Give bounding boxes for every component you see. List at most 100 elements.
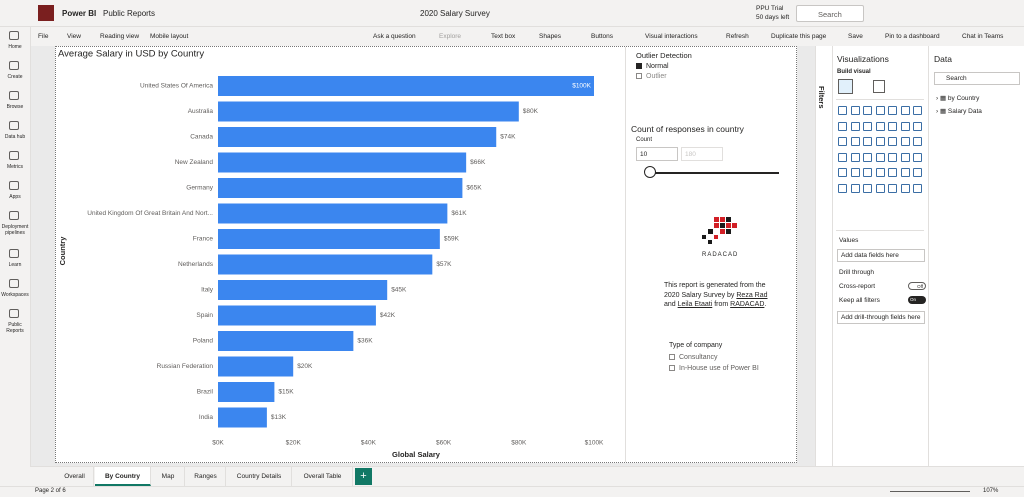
visual-icon[interactable] [900, 106, 910, 115]
nav-label[interactable]: Workspaces [1, 292, 29, 298]
visual-icon[interactable] [875, 137, 885, 146]
slicer-item[interactable]: In-House use of Power BI [669, 365, 759, 372]
visual-icon[interactable] [838, 152, 847, 162]
toolbar-button[interactable]: Save [848, 33, 863, 40]
data-search-placeholder[interactable]: Search [946, 75, 967, 82]
nav-icon[interactable] [9, 181, 19, 190]
visual-icon[interactable] [900, 183, 910, 193]
visual-icon[interactable] [863, 183, 872, 193]
visual-icon[interactable] [888, 121, 897, 131]
filters-label[interactable]: Filters [817, 86, 826, 109]
min-input[interactable] [636, 147, 678, 161]
nav-label[interactable]: Create [7, 74, 23, 80]
visual-icon[interactable] [913, 152, 922, 162]
nav-icon[interactable] [9, 31, 19, 40]
visual-icon[interactable] [863, 106, 872, 115]
visual-icon[interactable] [850, 121, 860, 131]
toggle[interactable]: Off [908, 282, 926, 290]
visual-icon[interactable] [863, 152, 872, 162]
visual-icon[interactable] [850, 137, 860, 146]
workspace-name[interactable]: Public Reports [103, 9, 156, 18]
visual-icon[interactable] [913, 121, 922, 131]
visual-icon[interactable] [875, 183, 885, 193]
visual-icon[interactable] [900, 121, 910, 131]
toggle[interactable]: On [908, 296, 926, 304]
toolbar-button[interactable]: Pin to a dashboard [885, 33, 940, 40]
nav-label[interactable]: Apps [9, 194, 21, 200]
max-input[interactable] [681, 147, 723, 161]
author-link[interactable]: Leila Etaati [677, 301, 713, 308]
visual-icon[interactable] [900, 137, 910, 146]
visual-icon[interactable] [875, 152, 885, 162]
visual-icon[interactable] [875, 121, 885, 131]
bar[interactable] [218, 382, 275, 402]
data-search[interactable] [934, 72, 1020, 85]
nav-icon[interactable] [9, 91, 19, 100]
bar[interactable] [218, 305, 376, 326]
bar[interactable] [218, 152, 467, 173]
menu-item[interactable]: File [38, 33, 49, 40]
visual-icon[interactable] [838, 137, 847, 146]
nav-icon[interactable] [9, 61, 19, 70]
nav-icon[interactable] [9, 249, 19, 258]
visual-icon[interactable] [888, 137, 897, 146]
nav-label[interactable]: Data hub [4, 134, 26, 140]
bar[interactable] [218, 127, 497, 147]
bar[interactable] [218, 229, 440, 249]
bar[interactable] [218, 331, 354, 351]
report-name[interactable]: 2020 Salary Survey [420, 9, 490, 18]
nav-icon[interactable] [9, 121, 19, 130]
nav-icon[interactable] [9, 279, 19, 288]
build-visual-button[interactable] [838, 79, 853, 94]
toolbar-button[interactable]: Explore [439, 33, 462, 40]
toolbar-button[interactable]: Shapes [539, 33, 562, 40]
visual-icon[interactable] [850, 152, 860, 162]
page-tab[interactable]: Overall Table [293, 467, 353, 486]
slicer-item[interactable]: Outlier [636, 73, 667, 80]
visual-icon[interactable] [863, 121, 872, 131]
bar[interactable] [218, 407, 267, 428]
visual-icon[interactable] [913, 168, 922, 177]
visual-icon[interactable] [863, 137, 872, 146]
nav-icon[interactable] [9, 309, 19, 318]
visual-icon[interactable] [913, 137, 922, 146]
visual-icon[interactable] [913, 106, 922, 115]
bar[interactable] [218, 101, 519, 122]
toolbar-button[interactable]: Ask a question [373, 33, 416, 40]
menu-item[interactable]: View [67, 33, 81, 40]
author-link[interactable]: Reza Rad [736, 291, 768, 299]
visual-icon[interactable] [838, 168, 847, 177]
nav-label[interactable]: Metrics [6, 164, 24, 170]
app-logo[interactable] [38, 5, 54, 21]
toolbar-button[interactable]: Chat in Teams [962, 33, 1004, 40]
site-link[interactable]: RADACAD [730, 301, 765, 308]
filters-pane[interactable] [815, 46, 833, 466]
drop-zone[interactable] [837, 311, 925, 324]
toolbar-button[interactable]: Refresh [726, 33, 749, 40]
zoom-slider[interactable] [890, 491, 970, 492]
search-box[interactable] [796, 5, 864, 22]
visual-icon[interactable] [875, 106, 885, 115]
toolbar-button[interactable]: Buttons [591, 33, 614, 40]
bar-chart[interactable]: Average Salary in USD by Country Country… [55, 47, 625, 463]
toolbar-button[interactable]: Text box [491, 33, 516, 40]
visual-icon[interactable] [888, 168, 897, 177]
visual-icon[interactable] [850, 183, 860, 193]
nav-label[interactable]: Browse [6, 104, 24, 110]
visual-icon[interactable] [913, 183, 922, 193]
visual-icon[interactable] [838, 121, 847, 131]
nav-label[interactable]: Home [8, 44, 22, 50]
table-item[interactable]: › ▦ by Country [936, 95, 980, 102]
page-tab[interactable]: Ranges [186, 467, 226, 486]
slicer-item[interactable]: Normal [636, 63, 669, 70]
app-name[interactable]: Power BI [62, 9, 97, 18]
visual-icon[interactable] [888, 183, 897, 193]
visual-icon[interactable] [900, 168, 910, 177]
bar[interactable] [218, 280, 388, 300]
visual-icon[interactable] [850, 106, 860, 115]
toolbar-button[interactable]: Duplicate this page [771, 33, 827, 40]
slider-thumb[interactable] [644, 166, 656, 178]
visual-icon[interactable] [875, 168, 885, 177]
add-page-button[interactable]: + [355, 468, 372, 485]
page-tab[interactable]: By Country [95, 467, 151, 486]
